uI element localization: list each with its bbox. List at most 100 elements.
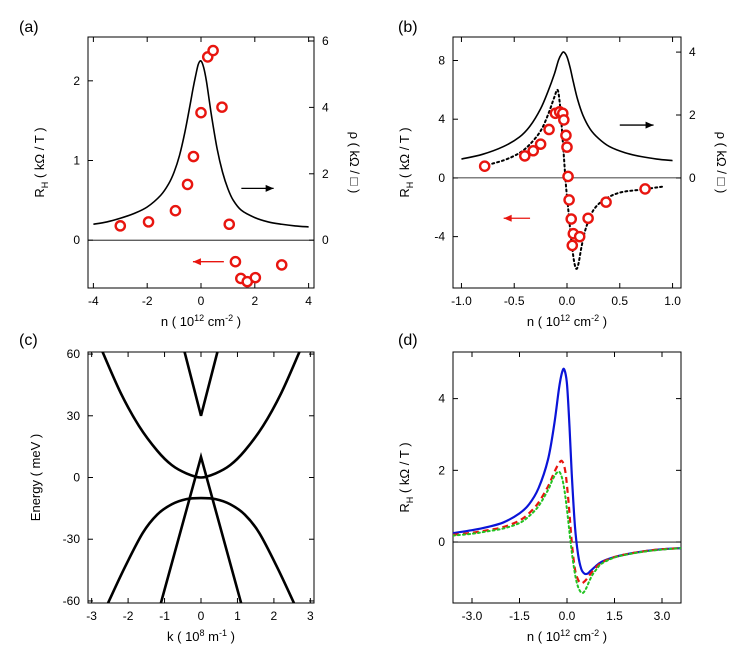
data-point	[566, 239, 579, 252]
x-axis-label-part: cm	[570, 629, 591, 644]
data-point	[562, 170, 574, 183]
data-point	[582, 212, 594, 225]
y-tick-label: 8	[438, 53, 445, 67]
panel-b: (b) -1.0 -0.5 0.0 0.5 1.0 -4 0 4 8 0 2 4 n ( 1012 cm-…	[397, 19, 729, 329]
data-point	[639, 183, 651, 195]
y-tick-label: 2	[438, 463, 445, 477]
x-axis-label-part: )	[599, 629, 607, 644]
y-tick-label: -4	[434, 230, 445, 244]
data-point	[573, 230, 586, 243]
x-axis-label-sup: 8	[200, 628, 205, 638]
data-point	[565, 213, 578, 225]
panel-label: (d)	[398, 332, 418, 349]
x-tick-label: 4	[305, 294, 312, 308]
data-point	[563, 194, 575, 206]
x-axis-label-part: m	[205, 629, 219, 644]
series-line	[453, 470, 681, 595]
x-tick-label: -0.5	[504, 294, 525, 308]
series-line	[453, 367, 681, 576]
x-axis-label-part: )	[599, 314, 607, 329]
y-tick-label: 60	[67, 347, 81, 361]
data-point	[561, 141, 573, 153]
y-axis-label: RH ( kΩ / T )	[397, 127, 415, 197]
data-point	[560, 129, 572, 142]
series-line	[461, 51, 673, 162]
y-tick-label: 2	[73, 74, 80, 88]
x-axis-label-part: cm	[570, 314, 591, 329]
y-right-tick-label: 6	[322, 34, 329, 48]
y-axis-label-part: R	[397, 188, 412, 197]
x-axis-label-sup: 12	[560, 313, 570, 323]
y-right-tick-label: 0	[689, 171, 696, 185]
y-right-tick-label: 0	[322, 233, 329, 247]
y-tick-label: 0	[438, 535, 445, 549]
data-point	[223, 218, 236, 231]
y-axis-label-part: R	[32, 188, 47, 197]
data-point	[181, 178, 194, 191]
y-tick-label: 30	[67, 409, 81, 423]
series-group	[461, 51, 673, 270]
x-axis-label-sup: 12	[194, 313, 204, 323]
x-axis-label: n ( 1012 cm-2 )	[527, 628, 607, 644]
y-axis-label-part: R	[397, 503, 412, 512]
data-point	[527, 144, 540, 157]
data-point	[169, 204, 182, 217]
y-axis-label: Energy ( meV )	[28, 434, 43, 521]
y-tick-label: -30	[63, 532, 81, 546]
x-axis-label-part: k ( 10	[167, 629, 200, 644]
series-line	[159, 452, 243, 603]
data-point	[187, 150, 200, 163]
arrow-head	[503, 214, 512, 222]
data-point	[216, 101, 228, 113]
y-right-tick-label: 2	[322, 167, 329, 181]
series-line	[453, 459, 681, 585]
x-tick-label: -1.5	[509, 609, 530, 623]
x-axis-label-part: cm	[204, 314, 225, 329]
arrow-head	[265, 184, 274, 192]
x-axis-label: n ( 1012 cm-2 )	[527, 313, 607, 329]
y-tick-label: 4	[438, 112, 445, 126]
x-axis-label-sup: -2	[591, 313, 599, 323]
x-axis-label: k ( 108 m-1 )	[167, 628, 235, 644]
y-axis-label: RH ( kΩ / T )	[397, 442, 415, 512]
y-right-tick-label: 2	[689, 108, 696, 122]
series-group	[453, 367, 681, 595]
y-tick-label: -60	[63, 594, 81, 608]
x-tick-label: 3.0	[654, 609, 671, 623]
data-point	[478, 160, 491, 172]
data-point	[534, 138, 547, 150]
x-tick-label: 2	[251, 294, 258, 308]
x-tick-label: 1	[234, 609, 241, 623]
x-tick-label: -3.0	[462, 609, 483, 623]
series-group	[93, 59, 309, 228]
x-axis-label-part: n ( 10	[527, 314, 560, 329]
data-point	[558, 114, 570, 126]
data-point	[249, 271, 262, 284]
x-tick-label: 0	[198, 609, 205, 623]
x-tick-label: 1.5	[606, 609, 623, 623]
y-axis-label-part: ( kΩ / T )	[397, 442, 412, 496]
panel-label: (a)	[19, 19, 39, 36]
data-point	[195, 106, 207, 119]
panel-label: (b)	[398, 19, 418, 36]
x-axis-label: n ( 1012 cm-2 )	[161, 313, 241, 329]
y-tick-label: 0	[73, 233, 80, 247]
data-point	[142, 216, 155, 228]
x-tick-label: 0.0	[559, 609, 576, 623]
series-line	[183, 352, 219, 417]
arrow-head	[645, 121, 654, 129]
x-tick-label: -3	[86, 609, 97, 623]
x-axis-label-part: n ( 10	[527, 629, 560, 644]
x-tick-label: -1	[159, 609, 170, 623]
x-axis-label-sup: -2	[225, 313, 233, 323]
series-line	[106, 496, 296, 603]
data-point	[543, 123, 555, 136]
y-tick-label: 0	[438, 171, 445, 185]
series-group	[101, 352, 301, 603]
x-tick-label: 0.5	[611, 294, 628, 308]
y-axis-label-part: ( kΩ / T )	[397, 127, 412, 181]
data-point	[207, 44, 219, 57]
x-tick-label: -1.0	[451, 294, 472, 308]
y-axis-label-part: H	[40, 182, 50, 189]
